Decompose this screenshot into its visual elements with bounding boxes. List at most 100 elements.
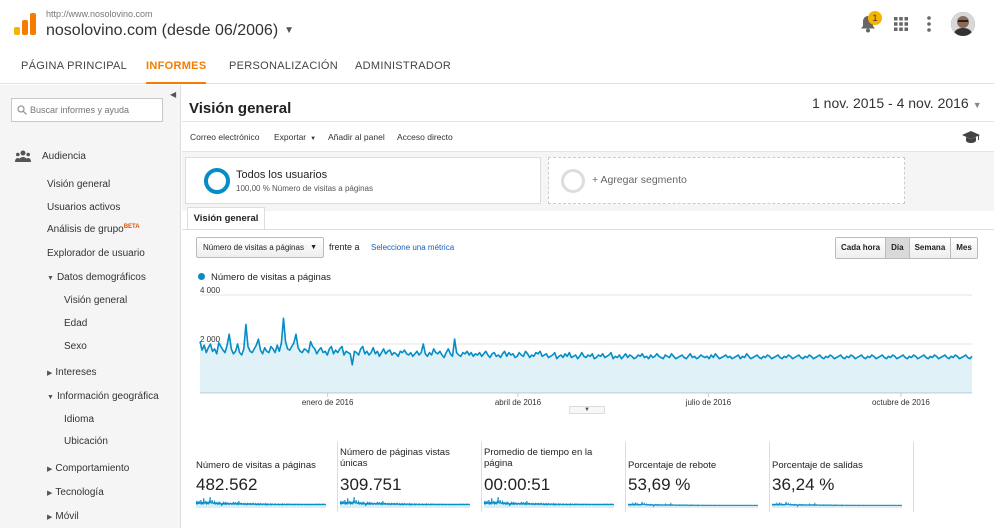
report-search[interactable] [11, 98, 163, 122]
search-input[interactable] [30, 102, 160, 118]
export-label: Exportar [274, 132, 307, 142]
sidebar-item-usuarios-activos[interactable]: Usuarios activos [47, 202, 121, 213]
sparkline-area [484, 497, 614, 508]
scorecard-label: Porcentaje de salidas [772, 460, 863, 471]
date-range-label: 1 nov. 2015 - 4 nov. 2016 [812, 95, 969, 111]
daily-button[interactable]: Día [886, 238, 910, 258]
analytics-logo-icon[interactable] [14, 13, 36, 35]
series-line[interactable] [199, 317, 973, 366]
tab-informes[interactable]: INFORMES [146, 48, 207, 84]
sidebar-item-intereses[interactable]: ▶ Intereses [47, 367, 97, 378]
report-main: Visión general 1 nov. 2015 - 4 nov. 2016… [182, 85, 994, 528]
sidebar-item-movil[interactable]: ▶ Móvil [47, 511, 79, 522]
graduation-cap-icon[interactable] [962, 130, 980, 144]
sidebar-item-tecnologia[interactable]: ▶ Tecnología [47, 487, 104, 498]
sparkline [340, 496, 470, 508]
metric-select[interactable]: Número de visitas a páginas ▼ [196, 237, 324, 258]
sparkline-area [772, 502, 902, 508]
chart-legend: Número de visitas a páginas [198, 272, 331, 283]
hourly-button[interactable]: Cada hora [836, 238, 887, 258]
scorecard-exit-rate[interactable]: Porcentaje de salidas 36,24 % [772, 442, 914, 512]
more-options-icon[interactable] [926, 15, 932, 33]
date-range-picker[interactable]: 1 nov. 2015 - 4 nov. 2016 ▼ [812, 95, 982, 111]
sidebar-item-label: Tecnología [55, 487, 104, 498]
scorecard-unique-pageviews[interactable]: Número de páginas vistas únicas 309.751 [340, 442, 482, 512]
sidebar-section-audiencia[interactable]: Audiencia [42, 151, 86, 162]
add-to-dashboard-button[interactable]: Añadir al panel [328, 132, 385, 142]
scorecard-value: 309.751 [340, 475, 402, 494]
tab-vision-general[interactable]: Visión general [187, 207, 265, 230]
sidebar-item-label: Información geográfica [56, 391, 159, 402]
timeline-chart[interactable]: 4 000 2 000 enero de 2016 abril de 2016 juli… [194, 285, 984, 415]
email-button[interactable]: Correo electrónico [190, 132, 260, 142]
sidebar-item-label: Datos demográficos [56, 272, 146, 283]
scorecards: Número de visitas a páginas 482.562 Núme… [182, 437, 994, 528]
sidebar-item-informacion-geografica[interactable]: ▼ Información geográfica [47, 391, 159, 402]
segment-area: Todos los usuarios 100,00 % Número de vi… [182, 151, 994, 211]
export-button[interactable]: Exportar ▼ [274, 132, 316, 142]
scorecard-label: Número de páginas vistas únicas [340, 447, 450, 469]
sidebar-item-ubicacion[interactable]: Ubicación [64, 436, 108, 447]
sidebar-item-explorador-de-usuario[interactable]: Explorador de usuario [47, 248, 145, 259]
x-tick-label: abril de 2016 [495, 398, 542, 407]
sparkline [196, 496, 326, 508]
sidebar-item-label: Móvil [55, 511, 79, 522]
empty-segment-ring-icon [561, 169, 585, 193]
property-selector[interactable]: nosolovino.com (desde 06/2006) ▼ [46, 22, 294, 40]
scorecard-bounce-rate[interactable]: Porcentaje de rebote 53,69 % [628, 442, 770, 512]
sparkline-area [196, 497, 326, 508]
apps-grid-icon[interactable] [894, 17, 908, 31]
sidebar: ◀ Audiencia Visión general Usuarios acti… [0, 85, 181, 528]
legend-label: Número de visitas a páginas [211, 272, 331, 283]
tab-pagina-principal[interactable]: PÁGINA PRINCIPAL [21, 60, 128, 72]
scorecard-avg-time[interactable]: Promedio de tiempo en la página 00:00:51 [484, 442, 626, 512]
sidebar-item-label: Análisis de grupo [47, 224, 124, 235]
chart-resize-handle[interactable]: ▼ [569, 406, 605, 414]
collapsed-triangle-icon: ▶ [47, 514, 53, 521]
sparkline-line [484, 496, 614, 507]
sidebar-item-sexo[interactable]: Sexo [64, 341, 87, 352]
sidebar-item-label: Comportamiento [55, 463, 130, 474]
sparkline-area [628, 502, 758, 508]
scorecard-value: 53,69 % [628, 475, 691, 494]
y-tick-label: 2 000 [200, 335, 221, 344]
scorecard-value: 482.562 [196, 475, 258, 494]
segment-ring-icon [204, 168, 230, 194]
sparkline-line [196, 496, 326, 507]
scorecard-value: 36,24 % [772, 475, 835, 494]
weekly-button[interactable]: Semana [909, 238, 952, 258]
sidebar-item-edad[interactable]: Edad [64, 318, 88, 329]
scorecard-label: Porcentaje de rebote [628, 460, 717, 471]
sparkline-area [340, 497, 470, 508]
sidebar-item-demograficos-vision-general[interactable]: Visión general [64, 295, 128, 306]
x-tick-label: octubre de 2016 [872, 398, 930, 407]
divider [182, 229, 994, 230]
scorecard-label: Número de visitas a páginas [196, 460, 316, 471]
sidebar-item-idioma[interactable]: Idioma [64, 414, 95, 425]
segment-all-users[interactable]: Todos los usuarios 100,00 % Número de vi… [185, 157, 541, 204]
sparkline-line [340, 496, 470, 507]
collapsed-triangle-icon: ▶ [47, 490, 53, 497]
granularity-buttons: Cada hora Día Semana Mes [835, 237, 978, 259]
sparkline [628, 501, 758, 508]
metric-select-value: Número de visitas a páginas [203, 243, 304, 252]
tab-personalizacion[interactable]: PERSONALIZACIÓN [229, 60, 339, 72]
shortcut-button[interactable]: Acceso directo [397, 132, 453, 142]
sidebar-item-datos-demograficos[interactable]: ▼ Datos demográficos [47, 272, 146, 283]
user-avatar[interactable] [951, 12, 975, 36]
sidebar-item-vision-general[interactable]: Visión general [47, 179, 111, 190]
add-segment-button[interactable]: + Agregar segmento [548, 157, 905, 204]
sidebar-item-analisis-de-grupo[interactable]: Análisis de grupoBETA [47, 224, 140, 235]
tab-administrador[interactable]: ADMINISTRADOR [355, 60, 452, 72]
audience-icon [15, 150, 31, 162]
scorecard-pageviews[interactable]: Número de visitas a páginas 482.562 [196, 442, 338, 512]
notification-badge: 1 [868, 11, 882, 25]
scorecard-label: Promedio de tiempo en la página [484, 447, 593, 469]
caret-down-icon: ▼ [310, 244, 317, 251]
collapse-sidebar-icon[interactable]: ◀ [170, 90, 177, 99]
x-tick-label: julio de 2016 [685, 398, 732, 407]
monthly-button[interactable]: Mes [951, 238, 977, 258]
select-metric-link[interactable]: Seleccione una métrica [371, 243, 455, 252]
collapsed-triangle-icon: ▶ [47, 466, 53, 473]
sidebar-item-comportamiento[interactable]: ▶ Comportamiento [47, 463, 129, 474]
